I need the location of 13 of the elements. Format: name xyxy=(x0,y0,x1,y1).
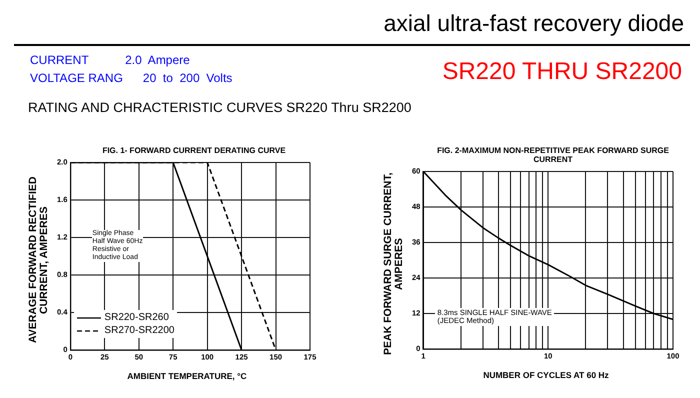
y-axis-title: PEAK FORWARD SURGE CURRENT, AMPERES xyxy=(382,172,406,358)
chart-title: FIG. 2-MAXIMUM NON-REPETITIVE PEAK FORWARD SURGE CURRENT xyxy=(436,146,670,164)
x-axis-title: NUMBER OF CYCLES AT 60 Hz xyxy=(482,370,610,380)
chart-title: FIG. 1- FORWARD CURRENT DERATING CURVE xyxy=(101,146,287,155)
text: axial ultra-fast recovery diode xyxy=(384,10,684,37)
legend-label: SR270-SR2200 xyxy=(104,324,174,337)
text: RATING AND CHRACTERISTIC CURVES SR220 Thru SR2200 xyxy=(28,100,412,115)
y-axis-title: AVERAGE FORWARD RECTIFIED CURRENT, AMPERES xyxy=(27,176,51,346)
text: CURRENT 2.0 Ampere xyxy=(30,53,190,67)
text: SR220 THRU SR2200 xyxy=(442,58,682,86)
text: VOLTAGE RANG 20 to 200 Volts xyxy=(30,71,232,85)
legend-label: SR220-SR260 xyxy=(104,311,169,324)
x-axis-title: AMBIENT TEMPERATURE, °C xyxy=(126,371,248,381)
